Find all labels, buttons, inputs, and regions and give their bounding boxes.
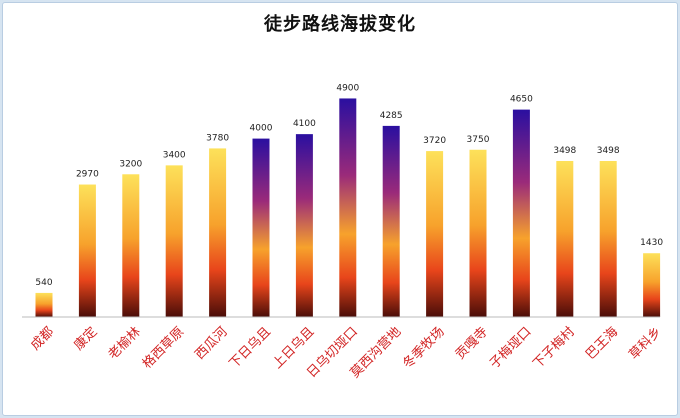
bar — [599, 160, 617, 317]
category-label: 老榆林 — [106, 324, 144, 362]
bar — [643, 253, 661, 317]
bar — [122, 174, 140, 317]
bar-value-label: 3750 — [467, 135, 490, 145]
category-label: 下日乌且 — [226, 324, 274, 372]
bar-value-label: 2970 — [76, 170, 99, 180]
bar — [382, 125, 400, 317]
category-label: 康定 — [71, 324, 101, 354]
category-label: 草科乡 — [626, 324, 664, 362]
bar-value-label: 3200 — [119, 159, 142, 169]
bar-value-label: 3780 — [206, 133, 229, 143]
bar-value-label: 4100 — [293, 119, 316, 129]
category-label: 格西草原 — [139, 324, 187, 372]
bar — [209, 148, 227, 317]
category-label: 巴王海 — [583, 324, 621, 362]
bar — [339, 98, 357, 318]
bar — [556, 160, 574, 317]
category-label: 下子梅村 — [530, 324, 577, 371]
category-label: 成都 — [28, 324, 57, 353]
bar — [295, 134, 313, 317]
bar — [512, 109, 530, 317]
bar-value-label: 1430 — [640, 238, 663, 248]
category-label: 贡嘎寺 — [453, 324, 491, 362]
category-label: 西瓜河 — [192, 324, 230, 362]
bar-value-label: 3720 — [423, 136, 446, 146]
bar-value-label: 4900 — [336, 83, 359, 93]
category-label: 冬季牧场 — [400, 324, 448, 372]
bar-value-label: 540 — [35, 278, 52, 288]
chart-title: 徒步路线海拔变化 — [264, 14, 416, 35]
bar — [469, 149, 487, 317]
bar — [252, 138, 270, 317]
bar-value-label: 3498 — [553, 146, 576, 156]
bar — [35, 292, 53, 317]
bar-value-label: 3498 — [597, 146, 620, 156]
bar — [165, 165, 183, 317]
bar-value-label: 4285 — [380, 111, 403, 121]
bar-value-label: 3400 — [163, 150, 186, 160]
bar-value-label: 4000 — [250, 124, 273, 134]
bar — [78, 184, 96, 317]
category-label: 子梅垭口 — [487, 324, 534, 371]
bar — [426, 151, 444, 317]
bar-value-label: 4650 — [510, 95, 533, 105]
